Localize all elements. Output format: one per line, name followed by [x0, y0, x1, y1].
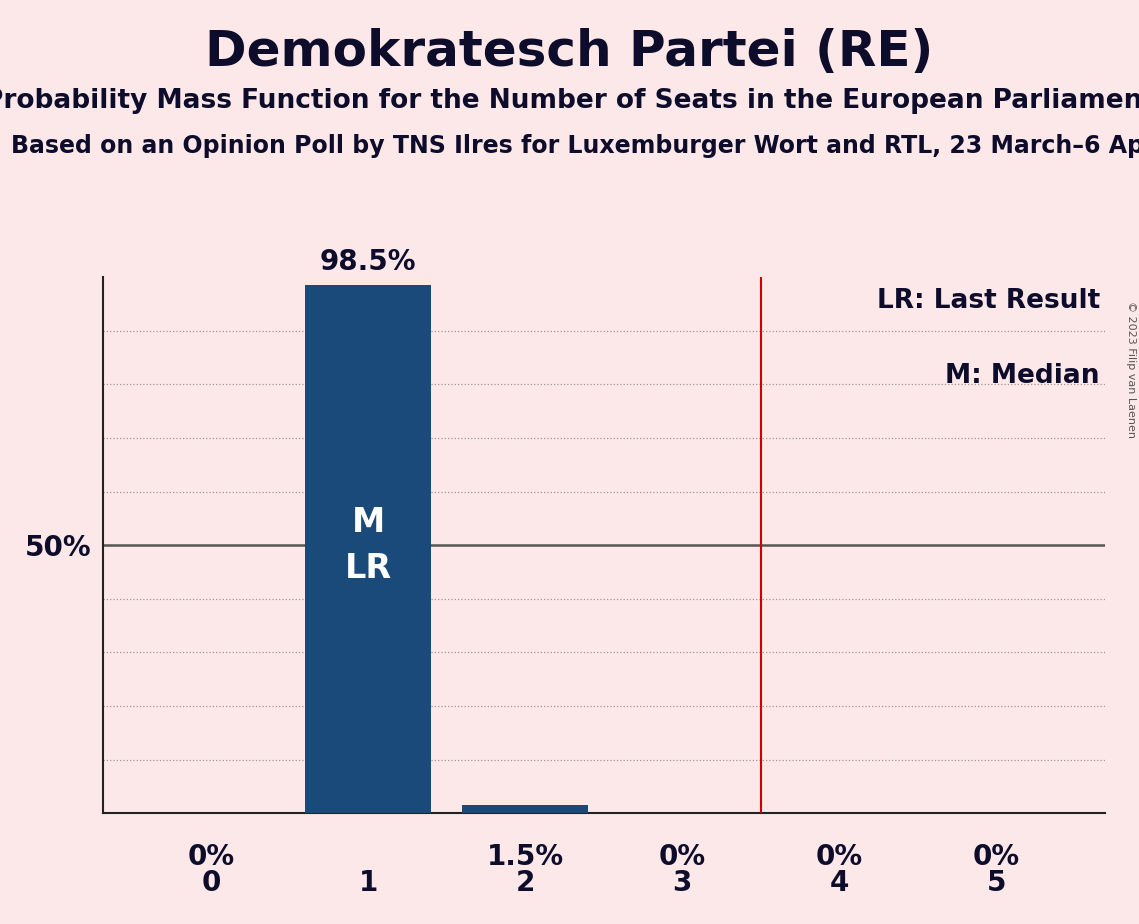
Text: © 2023 Filip van Laenen: © 2023 Filip van Laenen: [1126, 301, 1136, 438]
Text: M: Median: M: Median: [945, 363, 1100, 389]
Text: 0%: 0%: [187, 843, 235, 870]
Text: 1.5%: 1.5%: [486, 843, 564, 870]
Text: 0%: 0%: [658, 843, 706, 870]
Text: M
LR: M LR: [344, 505, 392, 585]
Bar: [305, 286, 431, 813]
Text: LR: Last Result: LR: Last Result: [877, 288, 1100, 314]
Text: Based on an Opinion Poll by TNS Ilres for Luxemburger Wort and RTL, 23 March–6 A: Based on an Opinion Poll by TNS Ilres fo…: [11, 134, 1139, 158]
Bar: [462, 805, 588, 813]
Text: Probability Mass Function for the Number of Seats in the European Parliament: Probability Mass Function for the Number…: [0, 88, 1139, 114]
Text: 0%: 0%: [816, 843, 863, 870]
Text: 0%: 0%: [973, 843, 1021, 870]
Text: Demokratesch Partei (RE): Demokratesch Partei (RE): [205, 28, 934, 76]
Text: 98.5%: 98.5%: [320, 248, 416, 275]
